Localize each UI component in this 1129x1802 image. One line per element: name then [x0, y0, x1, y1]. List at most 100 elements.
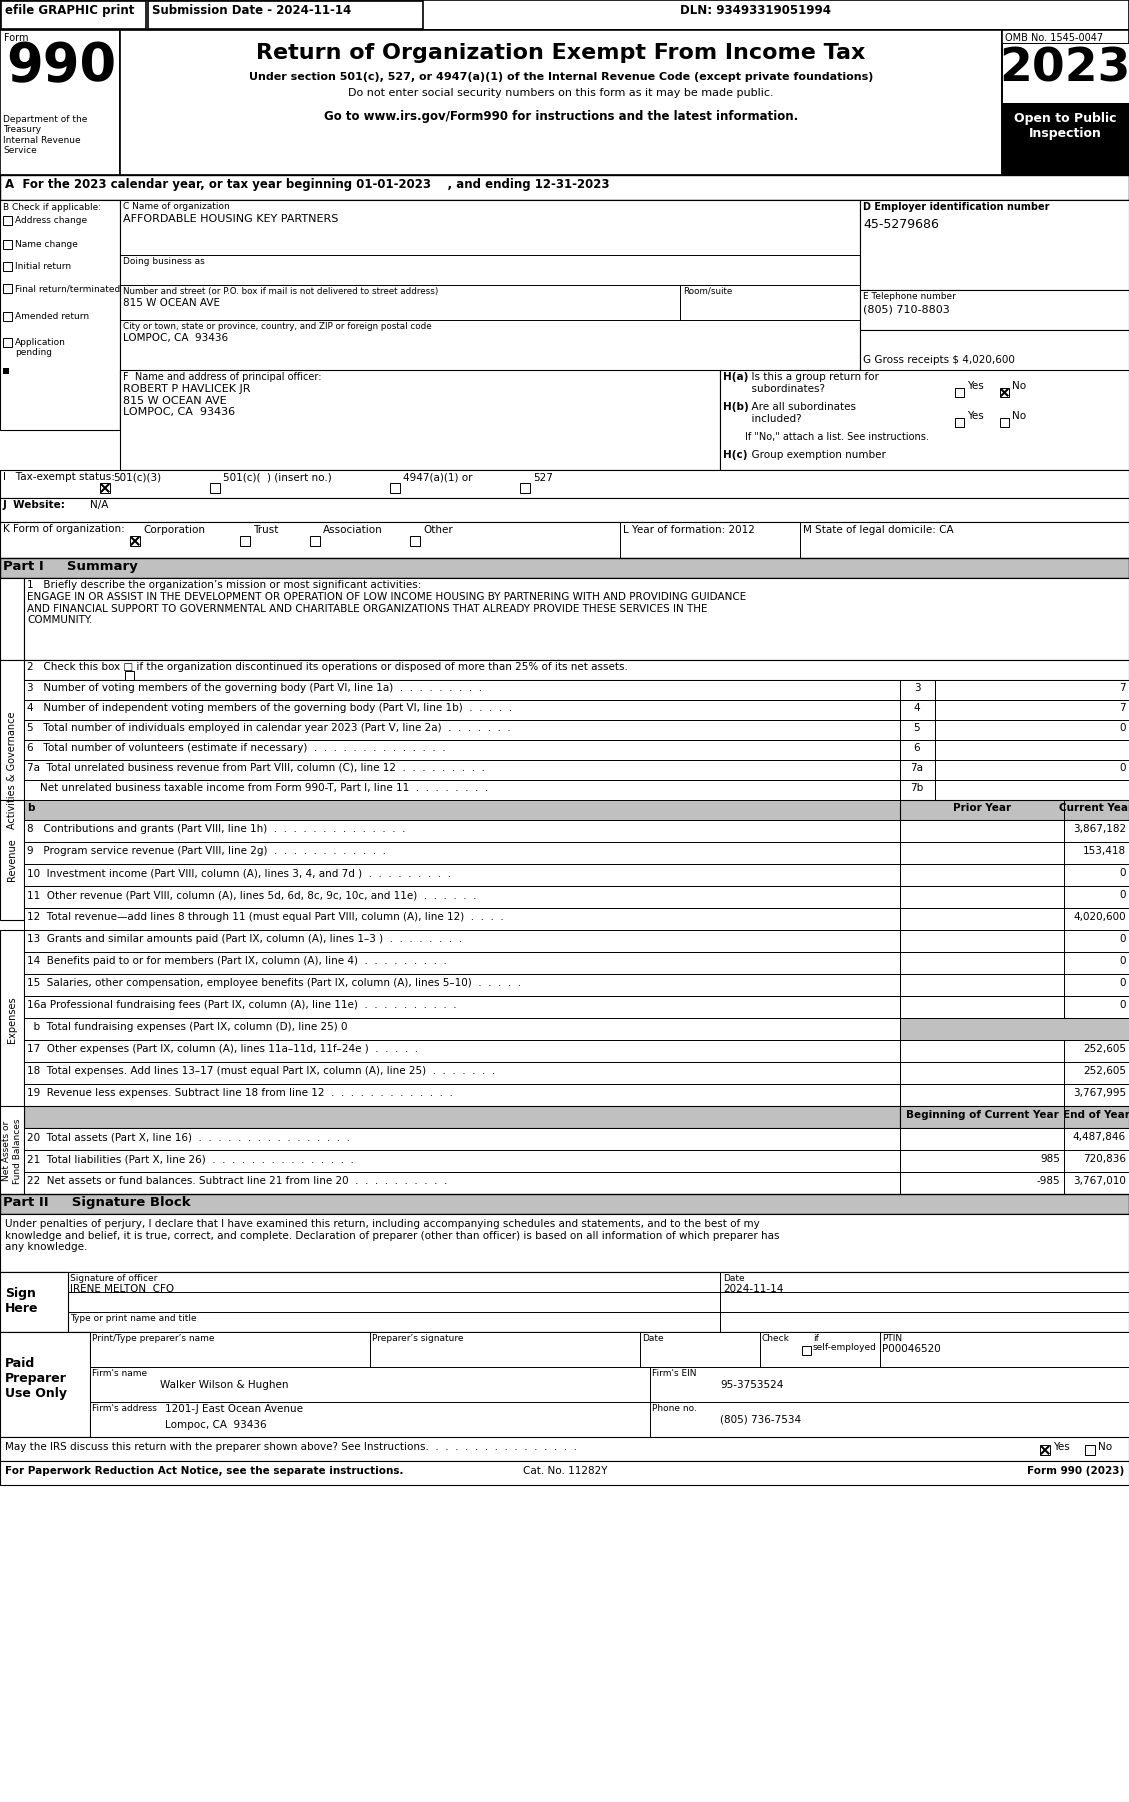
Bar: [1064, 842, 1129, 863]
Text: 7: 7: [1119, 683, 1126, 694]
Text: C Name of organization: C Name of organization: [123, 202, 229, 211]
Bar: [1064, 1085, 1129, 1106]
Bar: [120, 31, 1003, 175]
Text: 3   Number of voting members of the governing body (Part VI, line 1a)  .  .  .  : 3 Number of voting members of the govern…: [27, 683, 482, 694]
Bar: [900, 1018, 1129, 1040]
Text: 6   Total number of volunteers (estimate if necessary)  .  .  .  .  .  .  .  .  : 6 Total number of volunteers (estimate i…: [27, 742, 446, 753]
Text: ENGAGE IN OR ASSIST IN THE DEVELOPMENT OR OPERATION OF LOW INCOME HOUSING BY PAR: ENGAGE IN OR ASSIST IN THE DEVELOPMENT O…: [27, 593, 746, 625]
Bar: [24, 951, 900, 975]
Bar: [860, 200, 1129, 290]
Text: H(b): H(b): [723, 402, 749, 413]
Bar: [0, 1332, 90, 1436]
Text: Part I     Summary: Part I Summary: [3, 560, 138, 573]
Text: Final return/terminated: Final return/terminated: [15, 285, 121, 294]
Text: Address change: Address change: [15, 216, 87, 225]
Bar: [0, 1106, 24, 1197]
Bar: [24, 660, 1129, 679]
Bar: [900, 863, 1064, 887]
Text: 7a: 7a: [910, 762, 924, 773]
Bar: [935, 721, 1129, 741]
Bar: [24, 1085, 900, 1106]
Bar: [935, 699, 1129, 721]
Bar: [24, 800, 900, 820]
Text: OMB No. 1545-0047: OMB No. 1545-0047: [1005, 32, 1103, 43]
Text: Return of Organization Exempt From Income Tax: Return of Organization Exempt From Incom…: [256, 43, 866, 63]
Text: Under penalties of perjury, I declare that I have examined this return, includin: Under penalties of perjury, I declare th…: [5, 1218, 779, 1252]
Bar: [900, 951, 1064, 975]
Bar: [310, 535, 320, 546]
Text: 3,767,010: 3,767,010: [1074, 1177, 1126, 1186]
Text: b  Total fundraising expenses (Part IX, column (D), line 25) 0: b Total fundraising expenses (Part IX, c…: [27, 1022, 348, 1033]
Text: B Check if applicable:: B Check if applicable:: [3, 204, 102, 213]
Text: 153,418: 153,418: [1083, 845, 1126, 856]
Text: 45-5279686: 45-5279686: [863, 218, 939, 231]
Bar: [900, 975, 1064, 997]
Text: G Gross receipts $ 4,020,600: G Gross receipts $ 4,020,600: [863, 355, 1015, 366]
Bar: [24, 699, 900, 721]
Text: Preparer’s signature: Preparer’s signature: [371, 1333, 464, 1342]
Text: 0: 0: [1120, 978, 1126, 987]
Bar: [720, 369, 1129, 470]
Bar: [1064, 820, 1129, 842]
Bar: [0, 1215, 1129, 1272]
Bar: [24, 908, 900, 930]
Text: F  Name and address of principal officer:: F Name and address of principal officer:: [123, 371, 322, 382]
Text: Initial return: Initial return: [15, 261, 71, 270]
Text: 501(c)(3): 501(c)(3): [113, 472, 161, 483]
Bar: [900, 679, 935, 699]
Text: 6: 6: [913, 742, 920, 753]
Text: Go to www.irs.gov/Form990 for instructions and the latest information.: Go to www.irs.gov/Form990 for instructio…: [324, 110, 798, 123]
Bar: [860, 290, 1129, 330]
Bar: [1064, 997, 1129, 1018]
Text: Room/suite: Room/suite: [683, 287, 733, 296]
Bar: [1064, 975, 1129, 997]
Text: Firm's name: Firm's name: [91, 1370, 147, 1379]
Text: Cat. No. 11282Y: Cat. No. 11282Y: [523, 1467, 607, 1476]
Bar: [1064, 863, 1129, 887]
Bar: [0, 175, 1129, 200]
Bar: [935, 741, 1129, 760]
Bar: [3, 261, 12, 270]
Bar: [900, 842, 1064, 863]
Bar: [24, 887, 900, 908]
Bar: [955, 418, 964, 427]
Text: (805) 736-7534: (805) 736-7534: [720, 1415, 802, 1424]
Bar: [900, 721, 935, 741]
Text: Date: Date: [723, 1274, 745, 1283]
Bar: [0, 1461, 1129, 1485]
Bar: [3, 216, 12, 225]
Bar: [1064, 930, 1129, 951]
Text: 7a  Total unrelated business revenue from Part VIII, column (C), line 12  .  .  : 7a Total unrelated business revenue from…: [27, 762, 484, 773]
Bar: [935, 760, 1129, 780]
Bar: [1003, 103, 1129, 175]
Bar: [1064, 1128, 1129, 1150]
Text: IRENE MELTON  CFO: IRENE MELTON CFO: [70, 1285, 174, 1294]
Bar: [100, 483, 110, 494]
Bar: [900, 1106, 1129, 1128]
Text: Name change: Name change: [15, 240, 78, 249]
Text: Group exemption number: Group exemption number: [745, 450, 886, 460]
Text: 7b: 7b: [910, 784, 924, 793]
Text: No: No: [1099, 1442, 1112, 1452]
Text: ROBERT P HAVLICEK JR
815 W OCEAN AVE
LOMPOC, CA  93436: ROBERT P HAVLICEK JR 815 W OCEAN AVE LOM…: [123, 384, 251, 418]
Bar: [390, 483, 400, 494]
Text: 0: 0: [1120, 869, 1126, 878]
Bar: [0, 800, 24, 921]
Bar: [24, 1040, 900, 1061]
Text: Firm's address: Firm's address: [91, 1404, 157, 1413]
Text: 9   Program service revenue (Part VIII, line 2g)  .  .  .  .  .  .  .  .  .  .  : 9 Program service revenue (Part VIII, li…: [27, 845, 386, 856]
Text: Prior Year: Prior Year: [953, 804, 1012, 813]
Text: DLN: 93493319051994: DLN: 93493319051994: [680, 4, 831, 16]
Text: M State of legal domicile: CA: M State of legal domicile: CA: [803, 524, 954, 535]
Text: 95-3753524: 95-3753524: [720, 1380, 784, 1389]
Text: Corporation: Corporation: [143, 524, 205, 535]
Bar: [0, 559, 1129, 578]
Bar: [148, 2, 423, 29]
Bar: [3, 312, 12, 321]
Text: Amended return: Amended return: [15, 312, 89, 321]
Bar: [0, 1436, 1129, 1461]
Text: 815 W OCEAN AVE: 815 W OCEAN AVE: [123, 297, 220, 308]
Text: 1201-J East Ocean Avenue: 1201-J East Ocean Avenue: [165, 1404, 303, 1415]
Bar: [1064, 887, 1129, 908]
Bar: [0, 660, 24, 879]
